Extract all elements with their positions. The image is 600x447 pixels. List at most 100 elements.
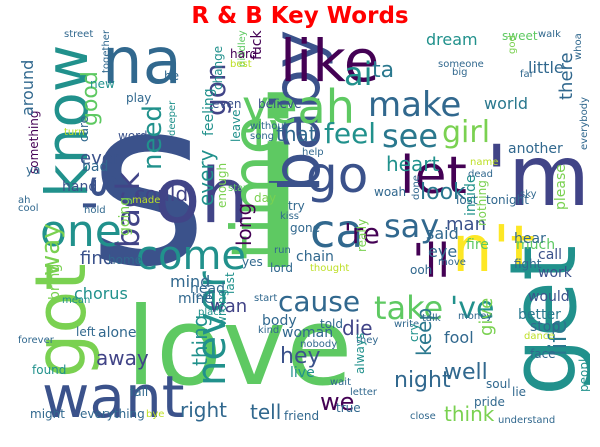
word-please-126: please bbox=[553, 164, 569, 210]
word-ca-17: ca bbox=[310, 204, 364, 258]
word-place-154: place bbox=[198, 307, 225, 318]
word-best-84: best bbox=[230, 59, 252, 70]
word-pride-183: pride bbox=[474, 395, 505, 409]
word-i-1: i bbox=[246, 55, 310, 322]
word-bring-145: bring bbox=[47, 263, 63, 300]
word-bad-111: bad bbox=[82, 159, 109, 175]
word-much-76: much bbox=[516, 237, 556, 253]
word-help-107: help bbox=[302, 147, 324, 158]
word-fight-129: fight bbox=[514, 257, 542, 271]
word-re-33: 're bbox=[344, 217, 380, 250]
word-even-92: even bbox=[212, 97, 242, 111]
word-call-70: call bbox=[538, 247, 563, 263]
word-people-185: people bbox=[577, 351, 590, 392]
word-sweet-86: sweet bbox=[502, 30, 538, 43]
word-might-172: might bbox=[30, 407, 65, 421]
word-man-63: man bbox=[446, 214, 486, 235]
word-really-141: really bbox=[355, 218, 369, 252]
word-street-80: street bbox=[64, 30, 94, 40]
word-stay-118: stay bbox=[228, 183, 250, 194]
word-deeper-105: deeper bbox=[167, 100, 178, 136]
word-wrong-155: wrong bbox=[215, 288, 229, 326]
word-sky-125: sky bbox=[520, 189, 537, 200]
word-going-117: going bbox=[117, 196, 133, 236]
word-feeling-104: feeling bbox=[201, 88, 217, 136]
word-oh-6: oh bbox=[154, 151, 249, 240]
word-ah-113: ah bbox=[18, 195, 31, 206]
word-money-164: money bbox=[458, 311, 493, 322]
word-dance-165: dance bbox=[524, 331, 555, 342]
word-could-50: could bbox=[134, 182, 189, 206]
word-found-171: found bbox=[32, 363, 67, 377]
word-head-147: head bbox=[190, 281, 225, 297]
chart-title: R & B Key Words bbox=[191, 3, 409, 29]
word-well-47: well bbox=[444, 360, 488, 385]
word-see-24: see bbox=[382, 117, 439, 155]
word-mind-60: mind bbox=[170, 272, 211, 291]
word-nothing-132: nothing bbox=[475, 180, 489, 226]
word-forever-152: forever bbox=[18, 335, 54, 346]
word-ll-22: 'll bbox=[412, 234, 451, 288]
word-song-100: song bbox=[250, 131, 275, 142]
word-make-23: make bbox=[368, 85, 462, 125]
word-lie-182: lie bbox=[512, 385, 527, 399]
word-run-137: run bbox=[274, 245, 291, 256]
word-walk-87: walk bbox=[538, 30, 561, 40]
word-true-179: true bbox=[336, 401, 361, 415]
word-stop-73: stop bbox=[530, 319, 561, 335]
word-long-52: long bbox=[232, 202, 256, 246]
word-think-49: think bbox=[444, 402, 495, 426]
word-made-116: made bbox=[132, 195, 161, 206]
word-change-91: change bbox=[211, 45, 225, 90]
word-fall-170: fall bbox=[130, 385, 149, 399]
word-chain-138: chain bbox=[296, 249, 334, 265]
word-play-90: play bbox=[126, 91, 152, 105]
word-talk-163: talk bbox=[422, 313, 441, 324]
word-hey-46: hey bbox=[280, 344, 321, 369]
word-find-59: find bbox=[80, 248, 115, 269]
word-s-0: s bbox=[88, 51, 208, 318]
word-word-101: word bbox=[118, 129, 148, 143]
word-mine-148: mine bbox=[178, 291, 214, 307]
word-together-81: together bbox=[101, 30, 112, 74]
word-away-57: away bbox=[96, 346, 149, 370]
word-feel-34: feel bbox=[324, 117, 377, 150]
word-like-7: like bbox=[280, 30, 380, 95]
word-every-51: every bbox=[194, 149, 218, 206]
word-alone-146: alone bbox=[98, 325, 137, 341]
word-ya-110: ya bbox=[26, 163, 41, 177]
word-letter-178: letter bbox=[350, 387, 378, 398]
word-bye-174: bye bbox=[146, 409, 165, 420]
word-die-56: die bbox=[342, 316, 373, 340]
word-fuck-85: fuck bbox=[249, 30, 265, 60]
word-write-162: write bbox=[394, 319, 420, 330]
word-big-95: big bbox=[452, 67, 468, 78]
word-go-16: go bbox=[306, 146, 369, 204]
word-hard-83: hard bbox=[230, 47, 258, 61]
word-they-161: they bbox=[356, 335, 379, 346]
word-cool-114: cool bbox=[18, 203, 39, 214]
word-far-96: far bbox=[520, 69, 534, 80]
word-believe-93: believe bbox=[258, 97, 302, 111]
word-say-26: say bbox=[384, 207, 440, 245]
word-always-168: always bbox=[353, 332, 367, 374]
word-woman-158: woman bbox=[282, 325, 334, 341]
word-that-53: that bbox=[276, 122, 317, 146]
word-yeah-14: yeah bbox=[242, 80, 355, 134]
word-mean-151: mean bbox=[62, 295, 91, 306]
word-take-30: take bbox=[374, 289, 444, 327]
word-start-150: start bbox=[254, 293, 278, 304]
word-night-41: night bbox=[394, 368, 451, 393]
word-come-18: come bbox=[136, 233, 247, 279]
word-better-74: better bbox=[518, 307, 561, 323]
word-ai-27: ai bbox=[344, 55, 373, 93]
word-told-159: told bbox=[320, 317, 343, 331]
word-lost-123: lost bbox=[456, 193, 478, 207]
word-ta-38: ta bbox=[372, 58, 395, 83]
word-move-144: move bbox=[438, 257, 466, 268]
word-ever-58: ever bbox=[80, 148, 121, 169]
word-day-119: day bbox=[254, 191, 277, 205]
word-new-98: new bbox=[90, 77, 115, 91]
word-nobody-167: nobody bbox=[300, 339, 338, 350]
word-want-19: want bbox=[42, 363, 185, 430]
